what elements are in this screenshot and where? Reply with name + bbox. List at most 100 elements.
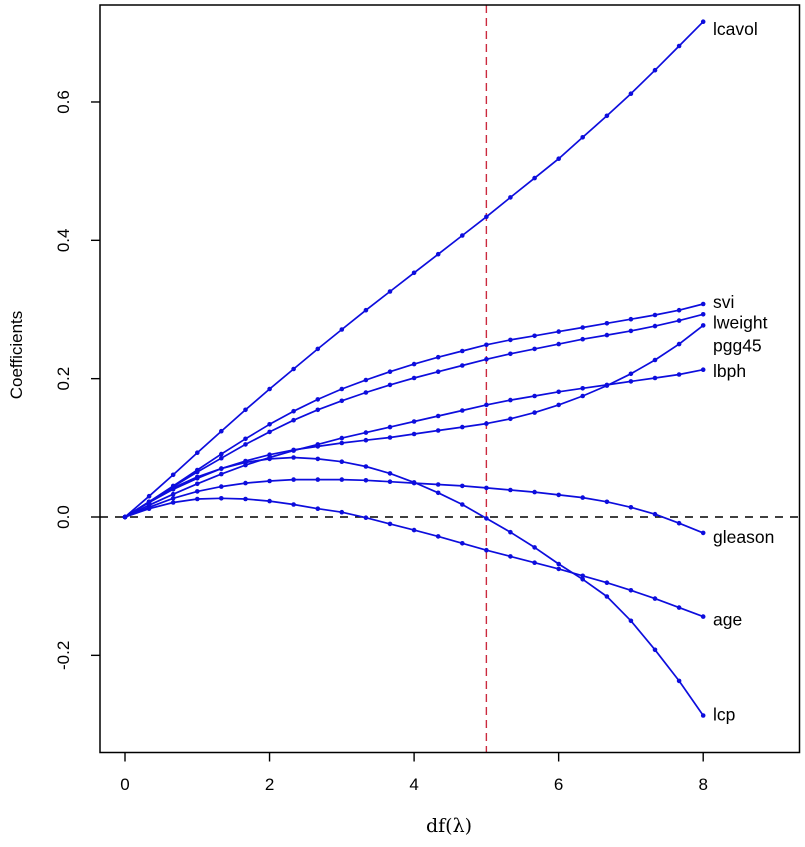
- coefficient-point-svi: [411, 361, 417, 367]
- coefficient-point-gleason: [291, 477, 296, 482]
- coefficient-point-lcp: [435, 490, 441, 496]
- coefficient-point-lweight: [700, 312, 706, 317]
- coefficient-point-lbph: [291, 448, 296, 453]
- coefficient-point-svi: [339, 386, 345, 392]
- coefficient-point-lcp: [219, 466, 224, 471]
- coefficient-point-lbph: [435, 413, 441, 419]
- coefficient-point-pgg45: [435, 428, 441, 433]
- coefficient-point-svi: [219, 451, 224, 457]
- coefficient-point-gleason: [484, 485, 489, 491]
- coefficient-point-lcp: [315, 456, 321, 462]
- coefficient-point-gleason: [315, 477, 321, 482]
- coefficient-point-lweight: [460, 363, 465, 368]
- coefficient-point-age: [195, 496, 200, 502]
- coefficient-point-lcp: [676, 678, 682, 684]
- coefficient-point-gleason: [243, 480, 248, 486]
- series-label-pgg45: pgg45: [713, 336, 762, 356]
- coefficient-point-svi: [556, 329, 561, 334]
- coefficient-point-svi: [267, 422, 272, 427]
- coefficient-point-svi: [676, 307, 682, 313]
- series-label-age: age: [713, 610, 742, 630]
- coefficient-point-lcp: [556, 561, 561, 567]
- coefficient-point-age: [243, 496, 248, 502]
- coefficient-point-lcavol: [676, 43, 682, 49]
- coefficient-point-lcavol: [652, 67, 658, 73]
- coefficient-point-lcavol: [628, 91, 634, 96]
- coefficient-point-lcp: [508, 529, 513, 535]
- coefficient-point-lcavol: [435, 251, 441, 257]
- coefficient-point-lcavol: [411, 270, 417, 276]
- coefficient-point-pgg45: [363, 437, 369, 443]
- coefficient-point-lweight: [435, 369, 441, 375]
- coefficient-point-lcavol: [146, 493, 152, 499]
- coefficient-point-lcavol: [291, 366, 296, 372]
- y-tick-label: -0.2: [54, 641, 73, 670]
- coefficient-path-age: [124, 497, 704, 618]
- coefficient-point-lcp: [460, 502, 465, 507]
- coefficient-point-pgg45: [460, 424, 465, 430]
- coefficient-point-lcavol: [460, 233, 465, 238]
- coefficient-point-gleason: [363, 478, 369, 483]
- coefficient-point-lbph: [484, 402, 489, 408]
- x-tick-label: 4: [409, 775, 418, 794]
- coefficient-point-lweight: [508, 351, 513, 357]
- coefficient-point-lcavol: [243, 407, 248, 413]
- coefficient-point-pgg45: [339, 440, 345, 446]
- coefficient-point-lbph: [339, 435, 345, 441]
- series-label-gleason: gleason: [713, 527, 774, 547]
- coefficient-point-lbph: [170, 491, 176, 497]
- coefficient-point-lcp: [122, 514, 128, 520]
- coefficient-point-lcp: [604, 594, 610, 599]
- coefficient-point-lbph: [604, 382, 610, 388]
- coefficient-point-age: [291, 502, 296, 507]
- coefficient-point-svi: [387, 369, 393, 375]
- coefficient-point-age: [532, 560, 537, 565]
- plot-border: [99, 4, 801, 754]
- coefficient-point-svi: [291, 408, 296, 414]
- coefficient-point-lcavol: [484, 214, 489, 220]
- coefficient-point-lbph: [460, 408, 465, 413]
- coefficient-point-lweight: [363, 390, 369, 395]
- coefficient-point-svi: [532, 333, 537, 339]
- coefficient-point-lbph: [411, 419, 417, 424]
- y-tick-label: 0.2: [54, 367, 73, 391]
- coefficient-point-lcavol: [315, 346, 321, 352]
- coefficient-point-lcp: [411, 480, 417, 485]
- coefficient-point-lcp: [363, 464, 369, 469]
- coefficient-point-gleason: [532, 489, 537, 495]
- coefficient-point-lcp: [532, 545, 537, 550]
- coefficient-point-age: [387, 521, 393, 527]
- coefficient-point-age: [700, 614, 706, 619]
- x-tick-label: 8: [698, 775, 707, 794]
- coefficient-point-age: [315, 506, 321, 512]
- coefficient-point-lweight: [556, 341, 561, 347]
- coefficient-point-lbph: [363, 430, 369, 435]
- coefficient-point-lcavol: [556, 156, 561, 161]
- coefficient-point-age: [676, 605, 682, 610]
- coefficient-path-gleason: [124, 478, 704, 534]
- coefficient-point-lbph: [676, 372, 682, 377]
- y-tick-label: 0.0: [54, 505, 73, 529]
- coefficient-point-age: [460, 541, 465, 546]
- coefficient-point-lweight: [652, 323, 658, 329]
- coefficient-point-lweight: [676, 318, 682, 323]
- coefficient-point-svi: [315, 397, 321, 402]
- coefficient-point-lweight: [484, 357, 489, 362]
- coefficient-point-gleason: [556, 492, 561, 498]
- coefficient-point-lcavol: [195, 450, 200, 456]
- coefficient-point-lcavol: [219, 428, 224, 434]
- coefficient-point-svi: [580, 325, 585, 330]
- coefficient-point-lweight: [339, 398, 345, 404]
- coefficient-point-pgg45: [508, 416, 513, 422]
- coefficient-point-lbph: [700, 367, 706, 373]
- coefficient-point-gleason: [267, 478, 272, 484]
- series-label-lcavol: lcavol: [713, 19, 758, 39]
- coefficient-point-lweight: [628, 328, 634, 334]
- series-label-lweight: lweight: [713, 312, 768, 332]
- coefficient-point-pgg45: [628, 371, 634, 377]
- coefficient-point-svi: [435, 354, 441, 360]
- coefficient-point-svi: [652, 312, 658, 318]
- coefficient-point-lcp: [387, 471, 393, 476]
- coefficient-point-lbph: [387, 424, 393, 430]
- coefficient-point-lcavol: [604, 113, 610, 119]
